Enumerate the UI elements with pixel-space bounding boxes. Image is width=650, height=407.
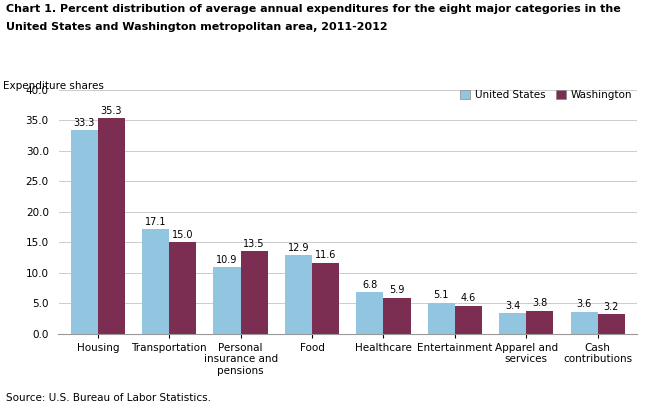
Text: 5.1: 5.1: [434, 290, 449, 300]
Bar: [384, 298, 411, 334]
Text: 10.9: 10.9: [216, 255, 238, 265]
Text: 3.6: 3.6: [577, 299, 592, 309]
Bar: [98, 118, 125, 334]
Bar: [142, 229, 169, 334]
Bar: [526, 311, 553, 334]
Text: Chart 1. Percent distribution of average annual expenditures for the eight major: Chart 1. Percent distribution of average…: [6, 4, 621, 14]
Text: 6.8: 6.8: [362, 280, 378, 290]
Bar: [240, 251, 268, 334]
Text: 3.8: 3.8: [532, 298, 547, 308]
Text: 3.4: 3.4: [505, 300, 521, 311]
Bar: [285, 255, 312, 334]
Text: 3.2: 3.2: [604, 302, 619, 312]
Text: 11.6: 11.6: [315, 250, 336, 260]
Bar: [312, 263, 339, 334]
Text: 4.6: 4.6: [461, 293, 476, 303]
Text: Source: U.S. Bureau of Labor Statistics.: Source: U.S. Bureau of Labor Statistics.: [6, 393, 211, 403]
Bar: [169, 242, 196, 334]
Bar: [71, 130, 97, 334]
Text: 12.9: 12.9: [288, 243, 309, 252]
Text: 13.5: 13.5: [244, 239, 265, 249]
Bar: [499, 313, 526, 334]
Bar: [598, 314, 625, 334]
Legend: United States, Washington: United States, Washington: [460, 90, 632, 100]
Text: 35.3: 35.3: [101, 106, 122, 116]
Text: 33.3: 33.3: [73, 118, 95, 128]
Text: United States and Washington metropolitan area, 2011-2012: United States and Washington metropolita…: [6, 22, 388, 33]
Text: Expenditure shares: Expenditure shares: [3, 81, 104, 92]
Bar: [213, 267, 240, 334]
Bar: [571, 312, 598, 334]
Bar: [428, 303, 455, 334]
Bar: [356, 292, 384, 334]
Bar: [455, 306, 482, 334]
Text: 17.1: 17.1: [145, 217, 166, 227]
Text: 15.0: 15.0: [172, 230, 194, 240]
Text: 5.9: 5.9: [389, 285, 405, 295]
